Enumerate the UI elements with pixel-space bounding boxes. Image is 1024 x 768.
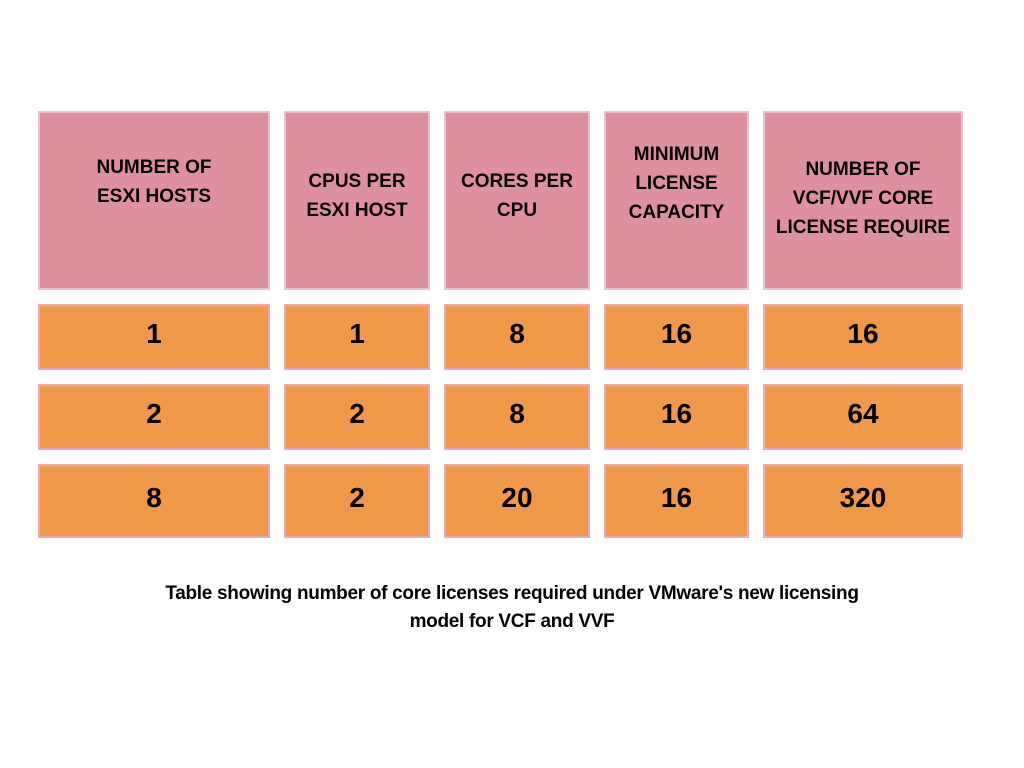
table-cell: 16 <box>763 304 963 370</box>
column-header-esxi-hosts: NUMBER OF ESXI HOSTS <box>38 111 270 290</box>
table-cell: 8 <box>444 384 590 450</box>
table-cell: 1 <box>38 304 270 370</box>
column-header-cores-per-cpu: CORES PER CPU <box>444 111 590 290</box>
table-cell: 320 <box>763 464 963 538</box>
column-header-cpus-per-host: CPUS PER ESXI HOST <box>284 111 430 290</box>
table-cell: 16 <box>604 304 749 370</box>
column-header-core-license-required: NUMBER OF VCF/VVF CORE LICENSE REQUIRE <box>763 111 963 290</box>
table-cell: 2 <box>284 384 430 450</box>
table-cell: 8 <box>444 304 590 370</box>
license-requirements-table: NUMBER OF ESXI HOSTS CPUS PER ESXI HOST … <box>38 111 963 538</box>
figure-caption: Table showing number of core licenses re… <box>165 583 859 632</box>
table-cell: 16 <box>604 384 749 450</box>
table-cell: 16 <box>604 464 749 538</box>
table-cell: 64 <box>763 384 963 450</box>
table-cell: 20 <box>444 464 590 538</box>
table-cell: 1 <box>284 304 430 370</box>
column-header-min-license-capacity: MINIMUM LICENSE CAPACITY <box>604 111 749 290</box>
table-cell: 2 <box>38 384 270 450</box>
table-cell: 2 <box>284 464 430 538</box>
table-cell: 8 <box>38 464 270 538</box>
